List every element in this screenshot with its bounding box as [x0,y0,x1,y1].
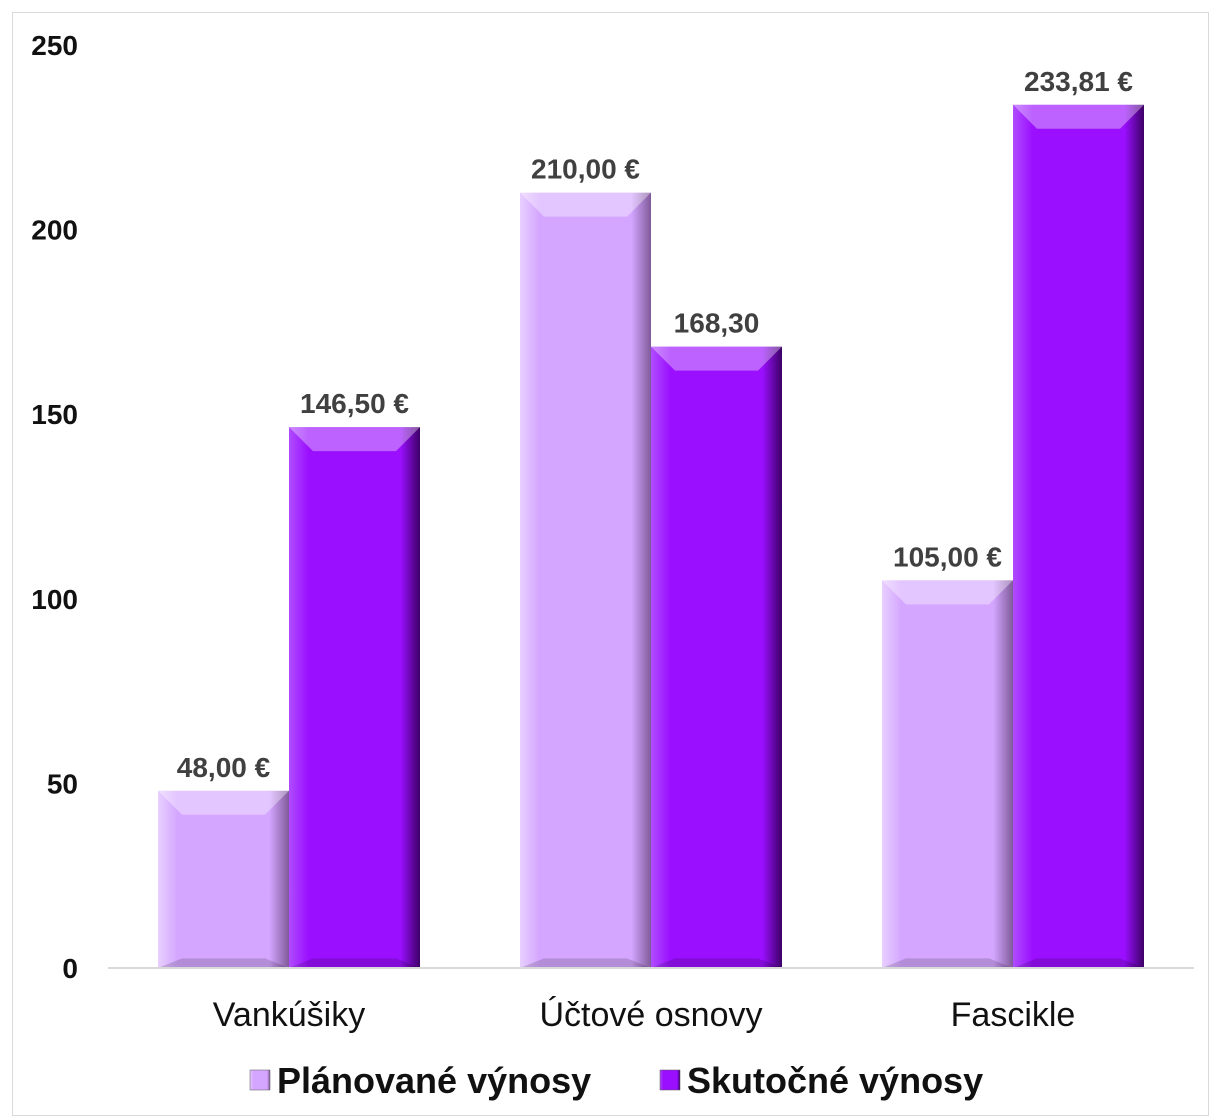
bar-bevel-top [520,192,651,217]
bar-bevel-top [882,580,1013,605]
x-tick-label: Vankúšiky [213,996,365,1034]
y-axis-ticks: 0 50 100 150 200 250 [31,30,78,984]
bar [158,790,289,968]
y-tick-label: 50 [47,768,78,799]
category-labels: Vankúšiky Účtové osnovy Fascikle [213,996,1076,1034]
bar-body [1013,104,1144,968]
bar [882,580,1013,968]
legend-item: Skutočné výnosy [659,1060,983,1101]
y-tick-label: 150 [31,399,78,430]
y-tick-label: 0 [62,953,78,984]
bar [289,427,420,968]
bar-bevel-top [1013,104,1144,129]
bar-body [520,192,651,968]
bar-bevel-bottom [1013,958,1144,968]
bar-bevel-top [289,427,420,452]
legend-swatch [659,1069,681,1091]
bar-bevel-bottom [651,958,782,968]
data-label: 105,00 € [893,541,1002,572]
bar-body [158,790,289,968]
bar-bevel-bottom [882,958,1013,968]
x-tick-label: Účtové osnovy [540,996,763,1034]
bars [158,104,1144,968]
bar-bevel-top [158,790,289,815]
bar [1013,104,1144,968]
y-tick-label: 100 [31,584,78,615]
bar-body [651,346,782,968]
data-label: 48,00 € [177,752,271,783]
data-label: 146,50 € [300,388,409,419]
bar-bevel-bottom [289,958,420,968]
legend-label: Skutočné výnosy [687,1060,983,1101]
data-label: 210,00 € [531,154,640,185]
legend-label: Plánované výnosy [277,1060,591,1101]
y-tick-label: 250 [31,30,78,61]
data-label: 233,81 € [1024,66,1133,97]
legend-item: Plánované výnosy [249,1060,591,1101]
legend-swatch [249,1069,271,1091]
bar-bevel-top [651,346,782,371]
legend: Plánované výnosy Skutočné výnosy [249,1060,983,1101]
bar-bevel-bottom [158,958,289,968]
bar [520,192,651,968]
x-tick-label: Fascikle [951,996,1076,1034]
y-tick-label: 200 [31,215,78,246]
bar-body [882,580,1013,968]
data-label: 168,30 [674,308,760,339]
bar [651,346,782,968]
bar-body [289,427,420,968]
data-labels: 48,00 € 146,50 € 210,00 € 168,30 105,00 € 233… [177,66,1134,783]
bar-bevel-bottom [520,958,651,968]
chart-border [12,12,1209,1116]
